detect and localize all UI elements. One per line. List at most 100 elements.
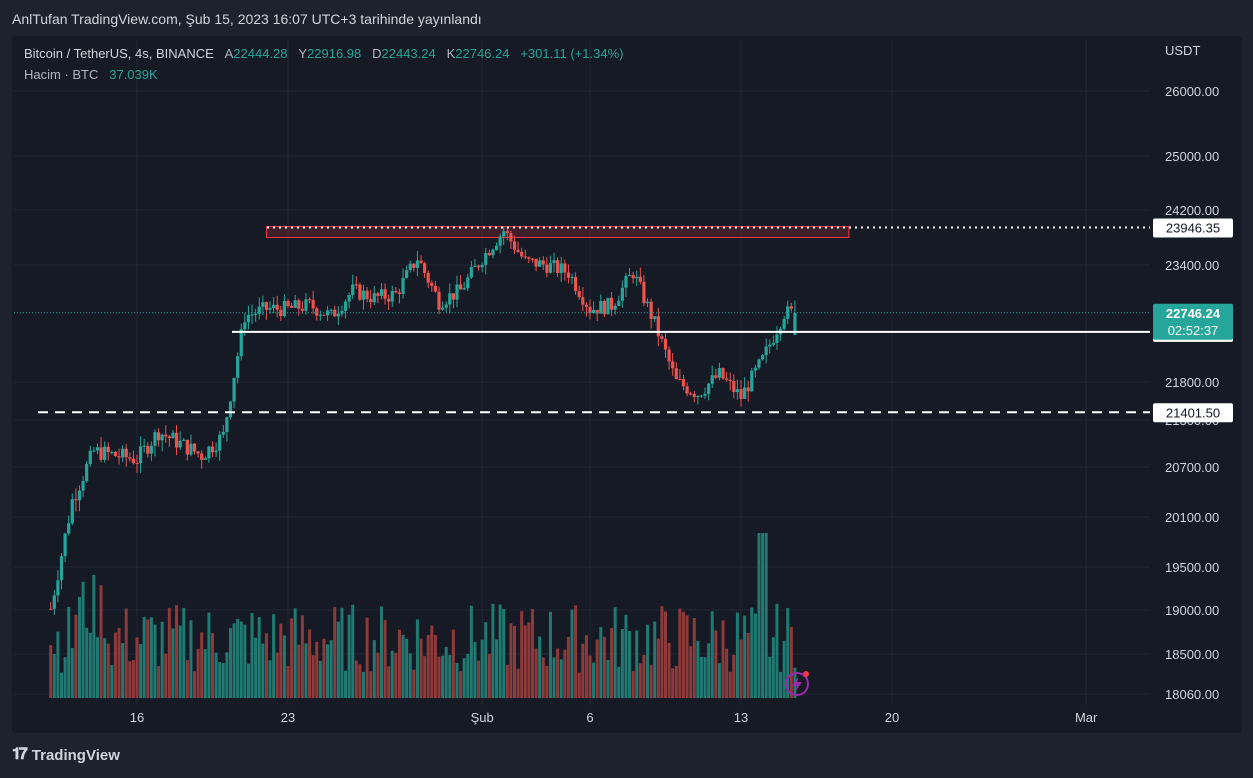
level-tag-label: 23946.35 <box>1166 220 1220 235</box>
candle-body <box>405 270 409 278</box>
volume-bar <box>121 642 125 698</box>
volume-bar <box>164 653 168 698</box>
candle-body <box>681 379 686 387</box>
candle-body <box>146 445 150 454</box>
currency-label: USDT <box>1165 43 1200 58</box>
volume-bar <box>110 664 114 698</box>
volume-bar <box>480 639 484 698</box>
candle-body <box>505 231 509 234</box>
volume-bar <box>502 608 506 698</box>
volume-bar <box>732 654 736 698</box>
candle-body <box>541 260 545 265</box>
x-tick-label: 13 <box>734 710 748 725</box>
volume-bar <box>106 643 110 698</box>
candle-body <box>128 457 132 459</box>
high-value: 22916.98 <box>307 46 362 61</box>
candle-body <box>397 292 402 294</box>
candle-body <box>721 368 725 379</box>
volume-bar <box>484 622 488 698</box>
candle-body <box>667 349 671 362</box>
candle-body <box>171 432 175 439</box>
volume-bar <box>664 611 667 698</box>
volume-bar <box>775 603 779 698</box>
candle-body <box>59 556 64 581</box>
horizontal-levels <box>14 226 1150 414</box>
volume-bar <box>520 611 524 698</box>
lightning-icon-dot <box>803 671 809 677</box>
volume-bar <box>624 614 628 698</box>
candle-body <box>660 336 664 339</box>
candle-body <box>415 260 420 268</box>
y-tick-label: 21800.00 <box>1165 375 1219 390</box>
candle-body <box>300 308 304 311</box>
volume-bar <box>599 627 603 698</box>
candle-body <box>649 301 653 319</box>
volume-bar <box>566 637 570 698</box>
volume-bar <box>189 620 193 698</box>
volume-bar <box>383 620 387 698</box>
volume-bar <box>667 642 671 698</box>
candle-body <box>189 443 193 455</box>
volume-bar <box>113 632 117 698</box>
candle-body <box>584 304 589 307</box>
tradingview-logo[interactable]: 𝟏𝟕 TradingView <box>12 746 120 764</box>
volume-bar <box>401 634 405 698</box>
x-tick-label: 6 <box>586 710 593 725</box>
symbol-title: Bitcoin / TetherUS, 4s, BINANCE <box>24 46 214 61</box>
volume-bar <box>347 614 351 698</box>
candle-body <box>286 300 290 307</box>
candle-body <box>732 381 736 393</box>
volume-bar <box>315 641 319 698</box>
volume-bar <box>103 638 107 698</box>
volume-bar <box>451 629 455 698</box>
candle-body <box>164 434 168 437</box>
volume-bar <box>279 623 283 698</box>
volume-bar <box>218 662 222 698</box>
volume-bar <box>707 643 711 698</box>
candle-body <box>469 266 473 278</box>
volume-bar <box>753 613 757 698</box>
candle-body <box>142 445 146 447</box>
candle-body <box>182 439 186 441</box>
close-label: K <box>446 46 456 61</box>
volume-bar <box>128 661 132 698</box>
candle-body <box>153 432 157 446</box>
candle-body <box>131 458 136 464</box>
volume-bar <box>60 672 63 698</box>
volume-bar <box>214 652 218 698</box>
candle-body <box>516 249 520 252</box>
candles <box>49 226 797 615</box>
candle-body <box>523 256 527 258</box>
candle-body <box>642 281 646 304</box>
volume-bar <box>646 624 650 698</box>
volume-bar <box>469 605 473 698</box>
volume-bar <box>397 629 401 698</box>
volume-bar <box>628 630 632 698</box>
volume-bar <box>185 660 189 698</box>
volume-bar <box>735 612 739 698</box>
candle-body <box>538 260 542 267</box>
volume-bar <box>574 605 578 698</box>
candle-body <box>433 285 438 292</box>
volume-bar <box>779 671 783 698</box>
volume-bar <box>681 611 685 698</box>
volume-bar <box>318 660 322 698</box>
volume-bar <box>437 656 441 698</box>
volume-bar <box>250 613 254 698</box>
candle-body <box>49 608 53 610</box>
candle-body <box>595 309 599 314</box>
volume-bar <box>426 634 430 698</box>
volume-bar <box>757 533 761 698</box>
volume-bar <box>412 669 416 698</box>
volume-bar <box>178 625 182 698</box>
candle-body <box>527 257 531 259</box>
candle-body <box>185 439 189 455</box>
candle-body <box>92 450 96 452</box>
candle-body <box>448 293 452 305</box>
candle-body <box>289 306 294 308</box>
candle-body <box>462 288 466 290</box>
change-value: +301.11 (+1.34%) <box>520 46 624 61</box>
candle-body <box>502 231 506 237</box>
